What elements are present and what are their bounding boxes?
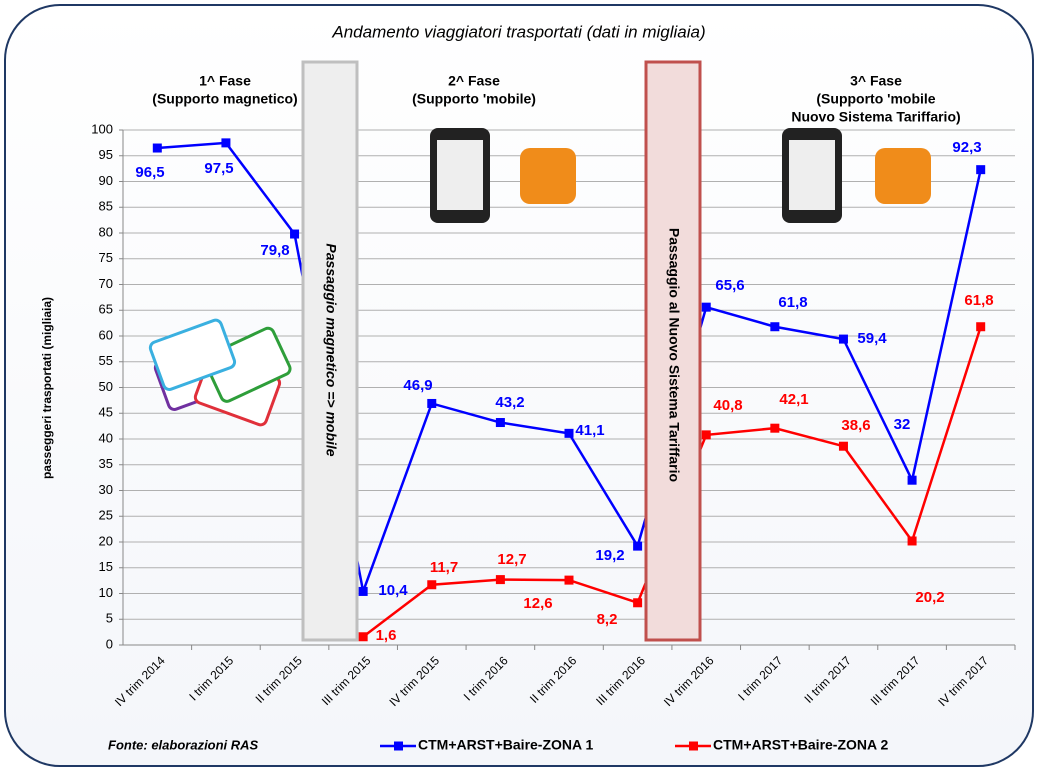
data-label: 43,2 [495,394,524,411]
data-label: 8,2 [597,611,618,628]
y-tick-label: 5 [106,611,113,626]
frame [4,4,1034,767]
data-label: 61,8 [964,292,993,309]
marker [290,229,300,239]
y-tick-label: 65 [99,302,113,317]
data-label: 10,4 [378,582,408,599]
data-label: 32 [894,416,911,433]
y-tick-label: 70 [99,276,113,291]
phase-label: 2^ Fase [448,73,500,89]
marker [838,441,848,451]
marker [564,428,574,438]
marker [221,138,231,148]
data-label: 65,6 [715,277,744,294]
data-label: 96,5 [135,164,164,181]
data-label: 11,7 [430,559,458,576]
chart-title: Andamento viaggiatori trasportati (dati … [331,22,705,41]
marker [358,632,368,642]
app-illustration [430,128,931,223]
phase-label: 1^ Fase [199,73,251,89]
marker [633,541,643,551]
marker [152,143,162,153]
marker [427,580,437,590]
data-label: 42,1 [779,391,808,408]
data-label: 40,8 [713,397,742,414]
y-tick-label: 100 [91,121,113,136]
phase-label: (Supporto magnetico) [152,91,297,107]
y-tick-label: 75 [99,250,113,265]
legend-label: CTM+ARST+Baire-ZONA 1 [418,737,594,753]
y-tick-label: 30 [99,482,113,497]
data-label: 97,5 [204,160,233,177]
y-tick-label: 45 [99,405,113,420]
marker [427,398,437,408]
y-tick-label: 0 [106,636,113,651]
data-label: 19,2 [595,547,624,564]
marker [976,322,986,332]
marker [838,334,848,344]
cards-illustration [148,318,292,427]
marker [770,423,780,433]
y-tick-label: 15 [99,559,113,574]
y-tick-label: 40 [99,430,113,445]
marker [701,430,711,440]
y-tick-label: 20 [99,533,113,548]
marker [770,322,780,332]
marker [976,165,986,175]
data-label: 1,6 [376,627,397,644]
data-label: 59,4 [857,330,887,347]
phase-label: 3^ Fase [850,73,902,89]
data-label: 12,6 [523,595,552,612]
y-tick-label: 50 [99,379,113,394]
legend-label: CTM+ARST+Baire-ZONA 2 [713,737,889,753]
y-tick-label: 35 [99,456,113,471]
y-tick-label: 10 [99,585,113,600]
marker [701,302,711,312]
data-label: 20,2 [915,589,944,606]
y-tick-label: 55 [99,353,113,368]
data-label: 41,1 [575,422,604,439]
y-tick-label: 25 [99,508,113,523]
y-tick-label: 80 [99,224,113,239]
marker [495,418,505,428]
transition-label: Passaggio magnetico => mobile [323,243,339,456]
legend-marker [689,741,698,751]
transition-label: Passaggio al Nuovo Sistema Tariffario [666,228,682,482]
phase-label: (Supporto 'mobile) [412,91,536,107]
data-label: 46,9 [403,377,432,394]
y-tick-label: 60 [99,327,113,342]
marker [633,598,643,608]
marker [358,586,368,596]
phase-label: Nuovo Sistema Tariffario) [791,109,960,125]
data-label: 92,3 [952,139,981,156]
data-label: 12,7 [497,551,526,568]
marker [564,575,574,585]
marker [907,475,917,485]
phase-label: (Supporto 'mobile [816,91,935,107]
data-label: 38,6 [841,417,870,434]
y-tick-label: 95 [99,147,113,162]
legend-marker [394,741,403,751]
y-axis-label: passeggeri trasportati (migliaia) [40,297,54,479]
transition-box [644,60,702,642]
marker [907,536,917,546]
source: Fonte: elaborazioni RAS [108,737,259,752]
data-label: 61,8 [778,294,807,311]
data-label: 79,8 [260,242,289,259]
y-tick-label: 90 [99,173,113,188]
y-tick-label: 85 [99,199,113,214]
transition-box [301,60,359,642]
marker [495,575,505,585]
